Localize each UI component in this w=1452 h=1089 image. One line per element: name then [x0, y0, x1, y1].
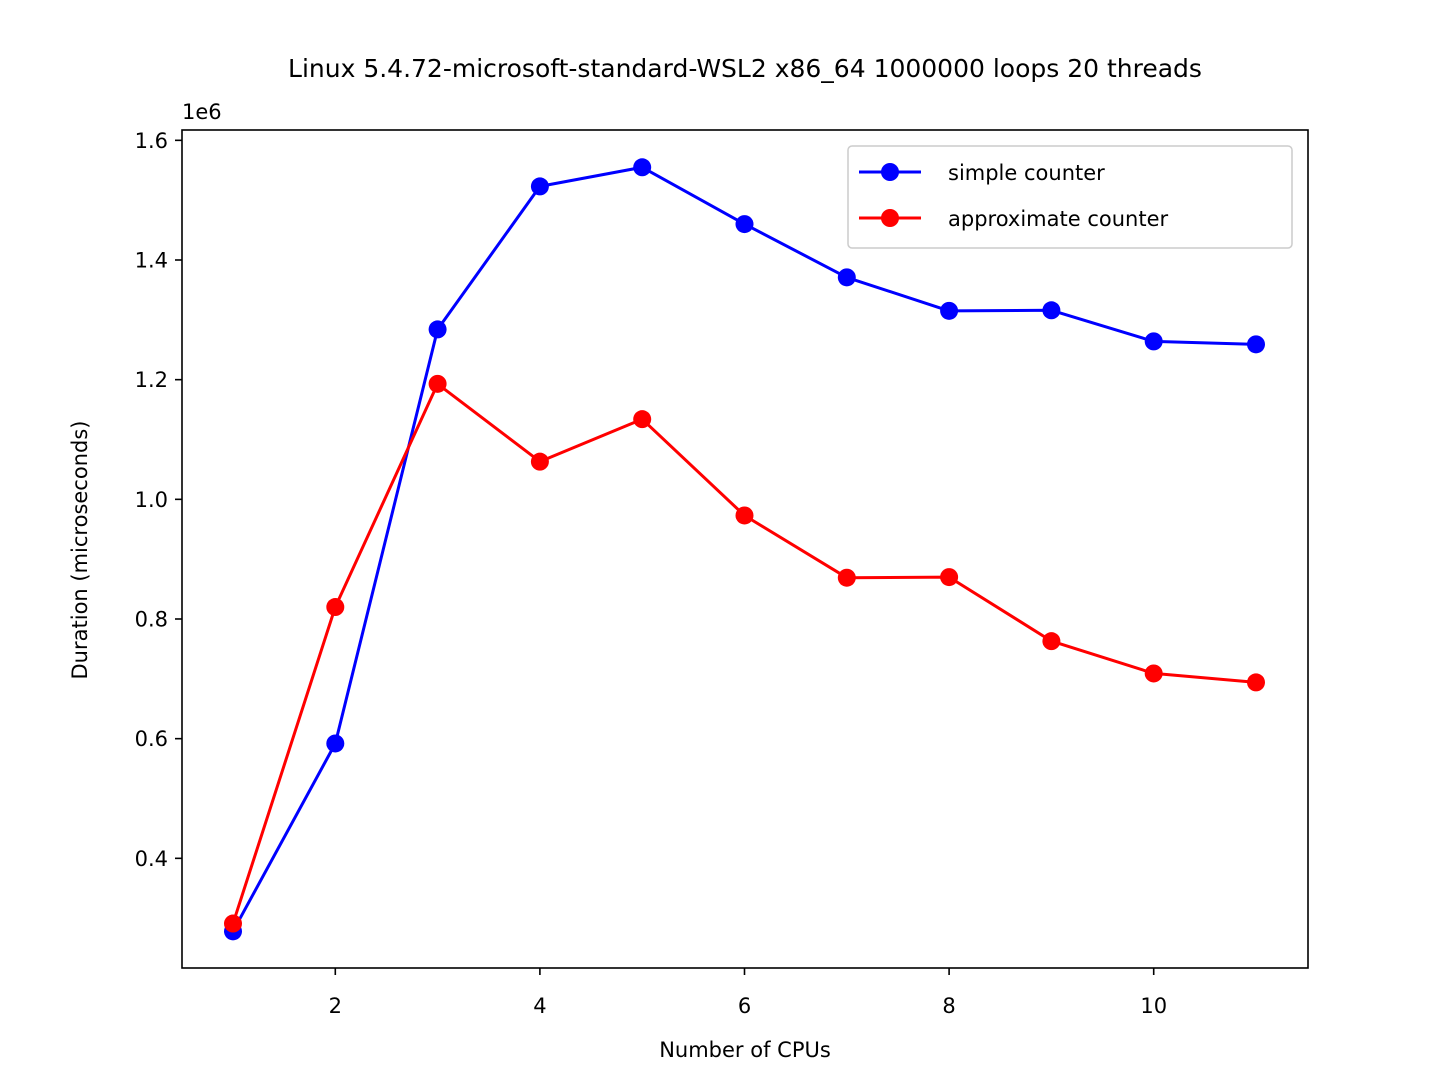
y-tick-label: 1.6 [135, 129, 168, 153]
legend-marker-2 [881, 209, 899, 227]
x-tick-label: 10 [1140, 994, 1167, 1018]
series-1-point [530, 177, 549, 196]
legend-marker-1 [881, 163, 899, 181]
x-tick-label: 8 [942, 994, 955, 1018]
legend-label-1: simple counter [948, 161, 1105, 185]
series-1-point [633, 158, 652, 177]
x-tick-label: 2 [329, 994, 342, 1018]
series-1-point [1042, 301, 1061, 320]
x-axis-label: Number of CPUs [659, 1038, 831, 1062]
series-1-point [940, 301, 959, 320]
plot-area: 2 4 6 8 10 0.4 0.6 0.8 1.0 1.2 1.4 1.6 [135, 129, 1309, 1018]
series-2-point [1247, 673, 1265, 692]
series-1-point [735, 215, 754, 234]
series-2-point [530, 452, 549, 471]
x-tick-label: 6 [738, 994, 751, 1018]
x-tick-label: 4 [533, 994, 546, 1018]
series-2-point [1144, 664, 1163, 683]
y-tick-label: 0.4 [135, 847, 168, 871]
series-2-point [837, 568, 856, 587]
y-tick-label: 1.0 [135, 488, 168, 512]
series-1-point [837, 268, 856, 287]
legend: simple counter approximate counter [847, 145, 1293, 249]
y-tick-label: 1.2 [135, 368, 168, 392]
series-1-point [1247, 335, 1265, 354]
y-tick-label: 0.8 [135, 608, 168, 632]
y-tick-label: 0.6 [135, 727, 168, 751]
y-tick-label: 1.4 [135, 249, 168, 273]
series-2-point [633, 410, 652, 429]
chart-title: Linux 5.4.72-microsoft-standard-WSL2 x86… [288, 54, 1202, 83]
series-2-point [326, 598, 345, 617]
y-offset-label: 1e6 [182, 100, 222, 124]
series-2-point [940, 568, 959, 587]
series-2-point [224, 914, 242, 933]
series-2-point [1042, 632, 1061, 651]
series-1-point [428, 320, 447, 339]
series-1-point [326, 734, 345, 753]
legend-box [847, 145, 1293, 249]
series-2-point [735, 506, 754, 525]
y-axis-label: Duration (microseconds) [68, 421, 92, 680]
legend-label-2: approximate counter [948, 207, 1168, 231]
series-2-point [428, 374, 447, 393]
series-1-point [1144, 332, 1163, 351]
